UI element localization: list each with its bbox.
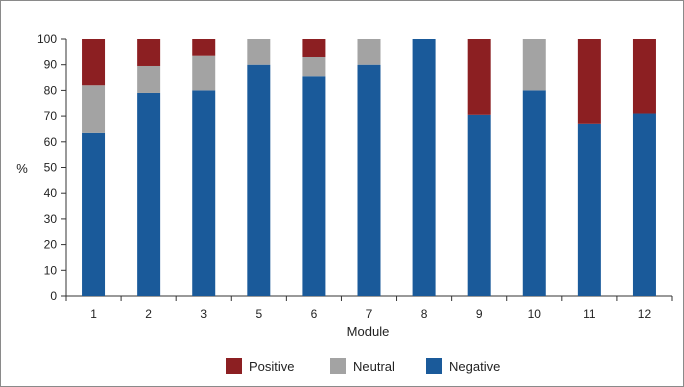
bar-segment-neutral (522, 39, 546, 91)
y-tick-label: 20 (44, 238, 58, 252)
x-tick-label: 7 (366, 307, 373, 321)
bar-segment-negative (137, 92, 161, 296)
y-tick-label: 80 (44, 83, 58, 97)
bars (82, 39, 656, 297)
bar-segment-positive (82, 39, 106, 86)
bar-segment-positive (632, 39, 656, 114)
bar-segment-positive (302, 39, 326, 57)
x-tick-label: 3 (200, 307, 207, 321)
legend-swatch-negative (426, 358, 442, 374)
legend: Positive Neutral Negative (226, 358, 500, 374)
y-tick-label: 0 (50, 289, 57, 303)
legend-swatch-positive (226, 358, 242, 374)
x-tick-label: 2 (145, 307, 152, 321)
bar-segment-negative (577, 123, 601, 296)
bar-segment-negative (632, 113, 656, 296)
y-tick-label: 60 (44, 135, 58, 149)
bar-segment-neutral (137, 65, 161, 93)
bar-segment-negative (302, 76, 326, 296)
x-axis-label: Module (347, 324, 390, 339)
x-tick-label: 6 (311, 307, 318, 321)
x-tick-label: 12 (638, 307, 652, 321)
y-tick-label: 100 (37, 32, 57, 46)
bar-segment-negative (467, 114, 491, 296)
x-tick-label: 11 (583, 307, 596, 321)
y-tick-label: 50 (44, 161, 58, 175)
bar-segment-negative (357, 64, 381, 296)
legend-label-positive: Positive (249, 359, 295, 374)
bar-segment-neutral (247, 39, 271, 65)
x-tick-label: 9 (476, 307, 483, 321)
y-tick-label: 30 (44, 212, 58, 226)
bar-segment-neutral (82, 85, 106, 133)
bar-segment-negative (522, 90, 546, 297)
legend-swatch-neutral (330, 358, 346, 374)
y-axis-label: % (16, 161, 28, 176)
bar-segment-neutral (302, 56, 326, 77)
x-tick-label: 1 (90, 307, 97, 321)
bar-segment-negative (82, 132, 106, 296)
x-tick-label: 10 (528, 307, 542, 321)
bar-segment-negative (412, 39, 436, 296)
y-tick-label: 70 (44, 109, 58, 123)
bar-segment-positive (192, 39, 216, 56)
bar-segment-neutral (192, 55, 216, 91)
bar-segment-neutral (357, 39, 381, 65)
bar-segment-positive (467, 39, 491, 115)
bar-segment-positive (137, 39, 161, 66)
y-tick-label: 40 (44, 186, 58, 200)
legend-label-neutral: Neutral (353, 359, 395, 374)
y-tick-label: 90 (44, 58, 58, 72)
y-axis: 0 10 20 30 40 50 60 70 80 90 100 (37, 32, 67, 303)
y-tick-label: 10 (44, 263, 58, 277)
x-axis: 1 2 3 5 6 7 8 9 10 11 12 (65, 295, 673, 321)
legend-label-negative: Negative (449, 359, 500, 374)
x-tick-label: 8 (421, 307, 428, 321)
bar-segment-negative (247, 64, 271, 296)
x-tick-label: 5 (255, 307, 262, 321)
bar-segment-positive (577, 39, 601, 124)
bar-segment-negative (192, 90, 216, 297)
